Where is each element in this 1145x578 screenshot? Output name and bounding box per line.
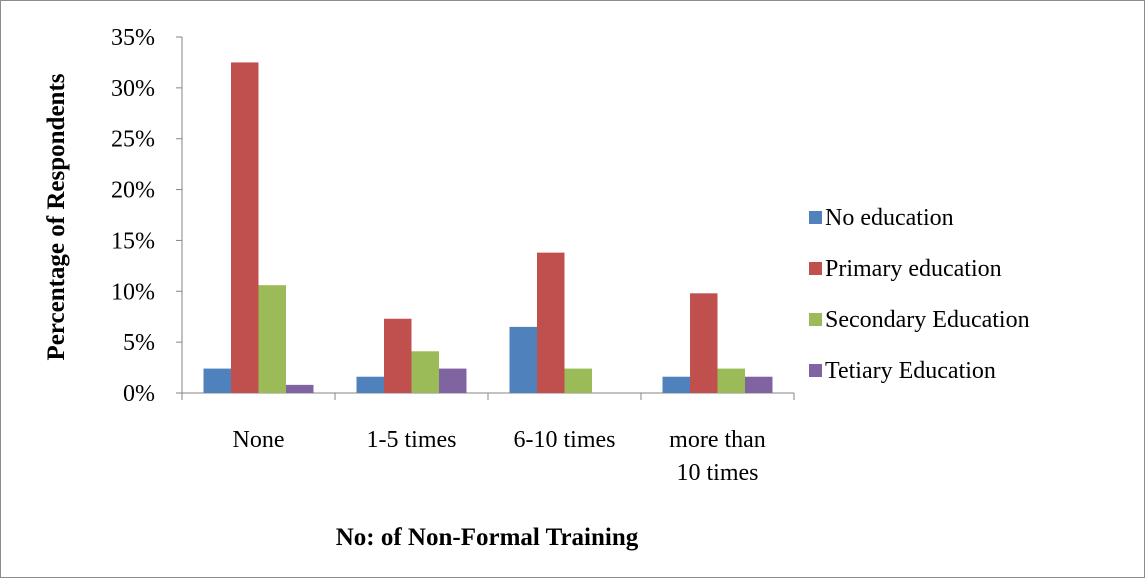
bar <box>258 285 286 393</box>
bar <box>384 318 412 393</box>
y-axis-title: Percentage of Respondents <box>43 73 70 360</box>
y-tick-label: 5% <box>123 330 155 356</box>
bar <box>356 376 384 393</box>
legend-swatch <box>809 364 822 377</box>
bar <box>411 351 439 393</box>
y-tick-label: 20% <box>111 178 155 204</box>
legend-swatch <box>809 262 822 275</box>
y-tick-label: 25% <box>111 127 155 153</box>
bar <box>662 376 690 393</box>
x-category-label: None <box>233 427 285 453</box>
legend-swatch <box>809 313 822 326</box>
legend-label: Primary education <box>825 256 1002 282</box>
x-category-label: 1-5 times <box>367 427 457 453</box>
bar <box>564 368 592 393</box>
bar <box>509 326 537 393</box>
legend-label: No education <box>825 205 954 231</box>
bar <box>286 384 314 393</box>
legend: No education Primary education Secondary E… <box>809 205 1030 384</box>
legend-label: Secondary Education <box>825 307 1030 333</box>
bar <box>203 368 231 393</box>
x-category-label: 10 times <box>677 460 759 486</box>
y-tick-label: 15% <box>111 228 155 254</box>
legend-swatch <box>809 211 822 224</box>
bar <box>231 62 259 394</box>
bar <box>537 252 565 393</box>
y-axis: 0% 5% 10% 15% 20% 25% 30% 35% <box>111 25 183 407</box>
y-tick-label: 10% <box>111 279 155 305</box>
x-category-label: 6-10 times <box>514 427 616 453</box>
legend-label: Tetiary Education <box>825 358 996 384</box>
y-tick-label: 35% <box>111 25 155 51</box>
bar <box>745 376 773 393</box>
bar <box>439 368 467 393</box>
x-axis: None 1-5 times 6-10 times more than 10 times <box>181 392 795 486</box>
x-category-label: more than <box>669 427 766 453</box>
y-tick-label: 0% <box>123 381 155 407</box>
y-tick-label: 30% <box>111 76 155 102</box>
x-axis-title: No: of Non-Formal Training <box>336 524 639 551</box>
bar <box>690 293 718 393</box>
bars-group <box>203 62 773 394</box>
bar <box>717 368 745 393</box>
